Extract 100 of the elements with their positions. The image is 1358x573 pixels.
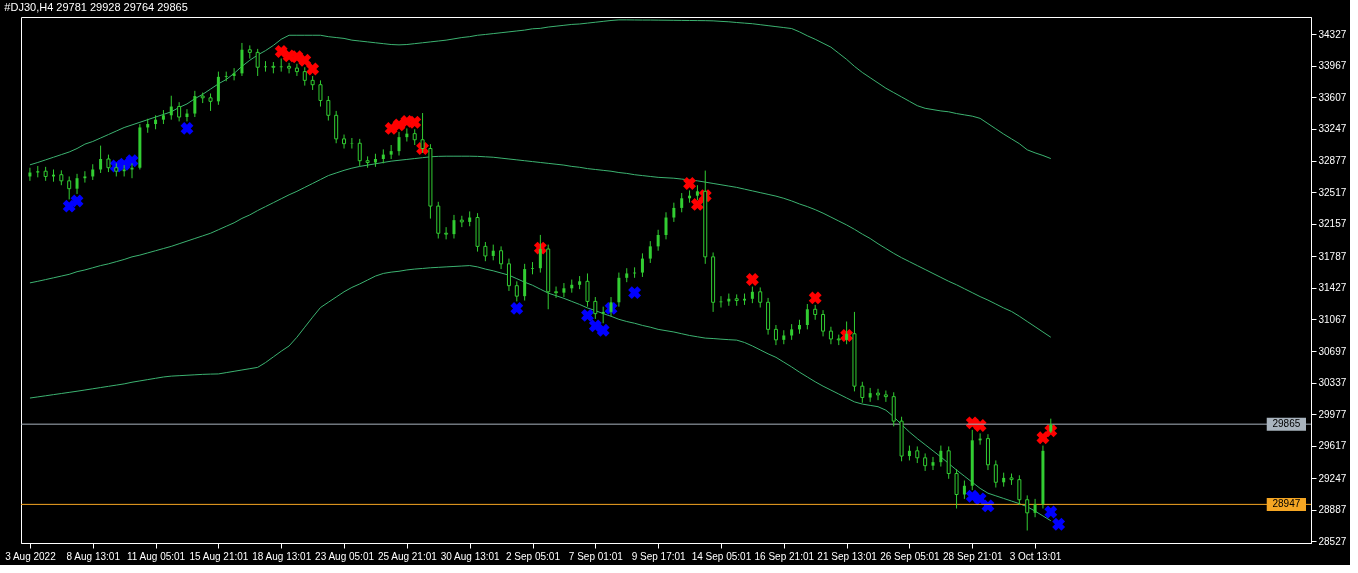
candlestick	[499, 245, 504, 270]
candlestick	[672, 202, 676, 223]
y-tick-label: 31067	[1318, 313, 1347, 325]
x-tick-label: 28 Sep 21:01	[943, 550, 1003, 562]
point	[408, 115, 422, 129]
point	[981, 499, 995, 513]
candlestick	[609, 296, 613, 317]
y-tick-label: 32157	[1318, 218, 1347, 230]
candlestick	[845, 321, 849, 345]
candlestick	[506, 258, 511, 292]
candlestick	[279, 58, 283, 73]
x-tick-label: 21 Sep 13:01	[817, 550, 878, 562]
candlestick	[255, 48, 260, 77]
point	[306, 62, 320, 76]
point	[70, 194, 84, 208]
y-tick-label: 33967	[1318, 60, 1347, 72]
ref-line-label: 28947	[1272, 498, 1301, 510]
point	[298, 53, 312, 67]
candlestick	[334, 110, 339, 144]
point	[180, 121, 194, 135]
x-tick-label: 18 Aug 13:01	[252, 550, 312, 562]
candlestick	[1033, 498, 1037, 518]
candlestick	[326, 95, 331, 122]
candlestick	[931, 456, 935, 471]
chart-title: #DJ30,H4 29781 29928 29764 29865	[4, 1, 188, 13]
candlestick	[264, 60, 268, 73]
y-tick-label: 29617	[1318, 440, 1347, 452]
x-tick-label: 8 Aug 13:01	[66, 550, 121, 562]
candlestick	[640, 252, 644, 278]
candlestick	[860, 381, 865, 404]
candlestick	[648, 240, 652, 264]
candlestick	[397, 131, 401, 156]
candlestick	[993, 459, 998, 489]
candlestick	[538, 234, 542, 274]
y-tick-label: 28527	[1318, 535, 1347, 547]
candlestick	[99, 145, 103, 174]
x-tick-label: 9 Sep 17:01	[631, 550, 687, 562]
point	[973, 419, 987, 432]
candlestick	[758, 286, 763, 309]
candlestick	[1025, 494, 1030, 532]
x-tick-label: 25 Aug 21:01	[377, 550, 438, 562]
candlestick	[554, 286, 559, 299]
ref-line-label: 29865	[1272, 418, 1301, 430]
x-tick-label: 26 Sep 05:01	[880, 550, 941, 562]
candlestick	[342, 134, 347, 149]
candlestick	[405, 127, 409, 143]
point	[1052, 517, 1066, 531]
y-tick-label: 31427	[1318, 282, 1347, 294]
candlestick	[876, 388, 881, 401]
candlestick	[680, 192, 684, 213]
candlestick	[177, 101, 182, 122]
candlestick	[954, 468, 959, 509]
point	[628, 286, 642, 300]
y-tick-label: 32877	[1318, 155, 1347, 167]
candlestick	[805, 303, 809, 330]
candlestick	[444, 226, 449, 240]
y-tick-label: 33247	[1318, 123, 1347, 135]
candlestick	[75, 173, 79, 195]
candlestick	[664, 211, 668, 240]
x-tick-label: 11 Aug 05:01	[126, 550, 186, 562]
line-series	[29, 19, 1052, 166]
candlestick	[302, 66, 307, 87]
candlestick	[656, 229, 660, 252]
candlestick	[240, 42, 244, 77]
candlestick	[185, 108, 189, 122]
candlestick	[962, 480, 966, 500]
y-tick-label: 33607	[1318, 91, 1347, 103]
x-tick-label: 3 Oct 13:01	[1009, 550, 1062, 562]
candlestick	[531, 261, 534, 275]
candlestick	[232, 67, 236, 81]
y-tick-label: 32517	[1318, 186, 1347, 198]
point	[510, 301, 524, 315]
candlestick	[169, 95, 173, 121]
x-tick-label: 3 Aug 2022	[5, 550, 57, 562]
candlestick	[562, 282, 566, 298]
candlestick	[939, 445, 943, 468]
x-tick-label: 2 Sep 05:01	[506, 550, 561, 562]
candlestick	[923, 452, 928, 472]
point	[596, 323, 610, 337]
y-tick-label: 28887	[1318, 504, 1347, 516]
candlestick	[1017, 474, 1022, 506]
candlestick	[357, 138, 362, 167]
candlestick	[350, 137, 354, 149]
candlestick	[946, 445, 951, 480]
candlestick	[821, 309, 826, 337]
y-tick-label: 30337	[1318, 377, 1347, 389]
x-tick-label: 7 Sep 01:01	[568, 550, 624, 562]
x-tick-label: 14 Sep 05:01	[691, 550, 752, 562]
candlestick	[452, 214, 456, 239]
point	[1044, 505, 1058, 519]
candlestick	[420, 112, 425, 154]
candlestick	[83, 170, 87, 184]
point	[683, 177, 697, 190]
candlestick	[593, 296, 598, 320]
y-tick-label: 31787	[1318, 250, 1347, 262]
x-tick-label: 23 Aug 05:01	[315, 550, 375, 562]
y-tick-label: 34327	[1318, 28, 1347, 40]
candlestick	[318, 79, 323, 108]
x-tick-label: 30 Aug 13:01	[440, 550, 501, 562]
x-tick-label: 16 Sep 21:01	[754, 550, 815, 562]
